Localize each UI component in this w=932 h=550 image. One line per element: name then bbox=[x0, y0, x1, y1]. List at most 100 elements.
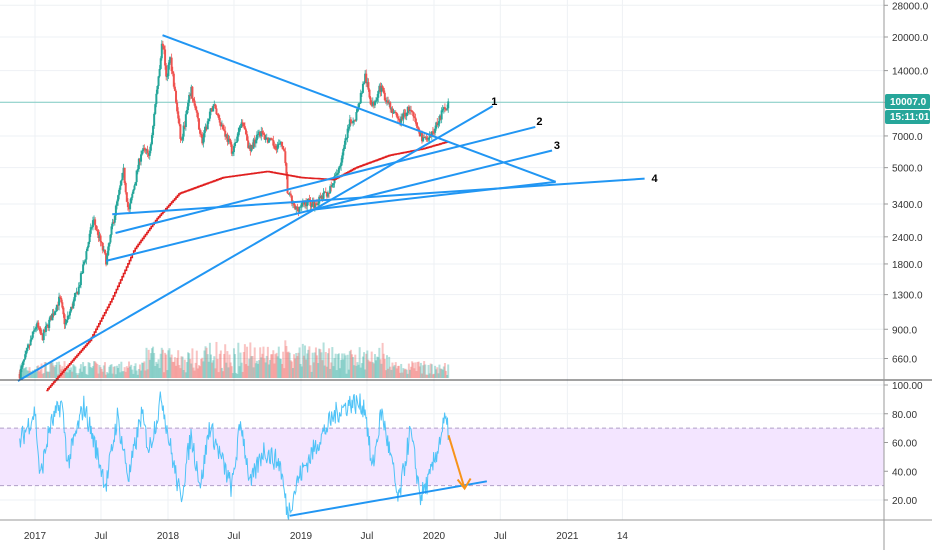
candle-body bbox=[311, 200, 314, 206]
candle-body bbox=[244, 129, 247, 135]
candle-body bbox=[348, 119, 351, 127]
volume-bar bbox=[298, 347, 301, 378]
y-tick-label: 900.0 bbox=[892, 325, 917, 336]
trend-line[interactable] bbox=[17, 105, 494, 382]
osc-tick-label: 80.00 bbox=[892, 410, 917, 421]
volume-bar bbox=[258, 360, 261, 378]
volume-bar bbox=[429, 363, 432, 378]
down-arrow-head bbox=[456, 477, 472, 491]
candle-body bbox=[272, 140, 275, 146]
volume-bar bbox=[72, 364, 75, 378]
candle-body bbox=[196, 112, 199, 119]
x-tick-label: Jul bbox=[494, 531, 507, 542]
candle-body bbox=[31, 331, 34, 338]
volume-bar bbox=[82, 362, 85, 378]
candle-body bbox=[321, 196, 324, 199]
volume-bar bbox=[36, 366, 39, 378]
volume-bar bbox=[418, 366, 421, 378]
candle-body bbox=[447, 101, 450, 109]
volume-bar bbox=[317, 363, 320, 378]
x-tick-label: Jul bbox=[95, 531, 108, 542]
volume-bar bbox=[364, 369, 367, 378]
volume-bar bbox=[325, 366, 328, 378]
volume-bar bbox=[392, 366, 395, 378]
volume-bar bbox=[25, 366, 28, 378]
candle-body bbox=[203, 130, 206, 138]
volume-bar bbox=[75, 373, 78, 378]
candle-body bbox=[59, 296, 62, 298]
trend-line[interactable] bbox=[112, 177, 645, 216]
volume-bar bbox=[290, 361, 293, 378]
down-arrow-shaft[interactable] bbox=[447, 435, 466, 489]
volume-bar bbox=[179, 368, 182, 378]
candle-body bbox=[38, 327, 41, 329]
candle-body bbox=[413, 116, 416, 118]
volume-bar bbox=[77, 373, 80, 378]
volume-bar bbox=[217, 372, 220, 378]
volume-bar bbox=[196, 368, 199, 378]
volume-bar bbox=[199, 366, 202, 378]
oscillator-support-line[interactable] bbox=[289, 480, 488, 517]
volume-bar bbox=[176, 357, 179, 378]
candle-body bbox=[156, 85, 159, 94]
trend-line[interactable] bbox=[115, 125, 536, 234]
volume-bar bbox=[120, 361, 123, 378]
candle-body bbox=[226, 134, 229, 142]
volume-bar bbox=[192, 367, 195, 378]
volume-bar bbox=[122, 371, 125, 378]
candle-body bbox=[18, 373, 21, 379]
trend-lines[interactable] bbox=[17, 34, 645, 382]
candle-body bbox=[354, 120, 357, 122]
trend-line[interactable] bbox=[105, 149, 553, 262]
volume-bar bbox=[107, 373, 110, 378]
y-tick-label: 1300.0 bbox=[892, 291, 923, 302]
volume-bar bbox=[106, 372, 109, 378]
candle-body bbox=[317, 203, 320, 206]
candle-body bbox=[394, 111, 397, 113]
volume-bar bbox=[415, 370, 418, 378]
volume-bar bbox=[311, 352, 314, 378]
volume-bar bbox=[136, 374, 139, 378]
volume-bar bbox=[354, 354, 357, 378]
candle-body bbox=[358, 103, 361, 105]
candle-body bbox=[425, 137, 428, 139]
candle-body bbox=[132, 189, 135, 194]
candle-body bbox=[44, 325, 47, 332]
candle-body bbox=[313, 203, 316, 208]
volume-bar bbox=[344, 355, 347, 378]
volume-bar bbox=[297, 352, 300, 378]
volume-bar bbox=[147, 349, 150, 378]
candle-body bbox=[193, 100, 196, 106]
volume-bar bbox=[333, 358, 336, 378]
price-badges: 10007.0 15:11:01 bbox=[885, 94, 930, 124]
candle-body bbox=[282, 146, 285, 150]
y-tick-label: 28000.0 bbox=[892, 1, 929, 12]
volume-bar bbox=[439, 368, 442, 378]
volume-bar bbox=[262, 346, 265, 378]
candle-body bbox=[74, 292, 77, 298]
volume-bar bbox=[407, 363, 410, 378]
volume-bar bbox=[369, 361, 372, 378]
volume-bar bbox=[405, 369, 408, 378]
volume-bar bbox=[414, 362, 417, 378]
candle-body bbox=[147, 153, 150, 156]
candle-body bbox=[388, 102, 391, 104]
candle-body bbox=[119, 185, 122, 190]
volume-bar bbox=[275, 352, 278, 378]
candle-body bbox=[137, 158, 140, 170]
volume-bar bbox=[355, 365, 358, 378]
candle-body bbox=[310, 205, 313, 207]
candle-body bbox=[231, 152, 234, 154]
volume-bar bbox=[408, 369, 411, 378]
trend-line[interactable] bbox=[162, 34, 557, 183]
candle-body bbox=[30, 337, 33, 340]
volume-bar bbox=[251, 356, 254, 378]
candle-body bbox=[97, 230, 100, 238]
candle-body bbox=[181, 136, 184, 140]
volume-bar bbox=[412, 362, 415, 378]
candle-body bbox=[403, 112, 406, 114]
candle-body bbox=[364, 73, 367, 83]
osc-tick-label: 100.00 bbox=[892, 381, 923, 392]
trend-line[interactable] bbox=[312, 180, 556, 211]
